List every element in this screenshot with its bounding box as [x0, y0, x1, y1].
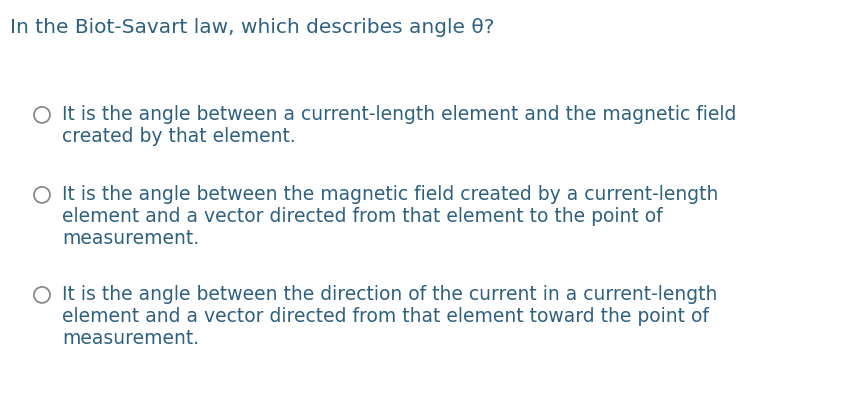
Text: In the Biot-Savart law, which describes angle θ?: In the Biot-Savart law, which describes …: [10, 18, 495, 37]
Text: measurement.: measurement.: [62, 329, 199, 348]
Circle shape: [34, 107, 50, 123]
Text: element and a vector directed from that element toward the point of: element and a vector directed from that …: [62, 307, 709, 326]
Text: measurement.: measurement.: [62, 229, 199, 248]
Text: element and a vector directed from that element to the point of: element and a vector directed from that …: [62, 207, 663, 226]
Text: It is the angle between a current-length element and the magnetic field: It is the angle between a current-length…: [62, 105, 737, 124]
Text: It is the angle between the magnetic field created by a current-length: It is the angle between the magnetic fie…: [62, 185, 718, 204]
Text: It is the angle between the direction of the current in a current-length: It is the angle between the direction of…: [62, 285, 717, 304]
Text: created by that element.: created by that element.: [62, 127, 296, 146]
Circle shape: [34, 287, 50, 303]
Circle shape: [34, 187, 50, 203]
